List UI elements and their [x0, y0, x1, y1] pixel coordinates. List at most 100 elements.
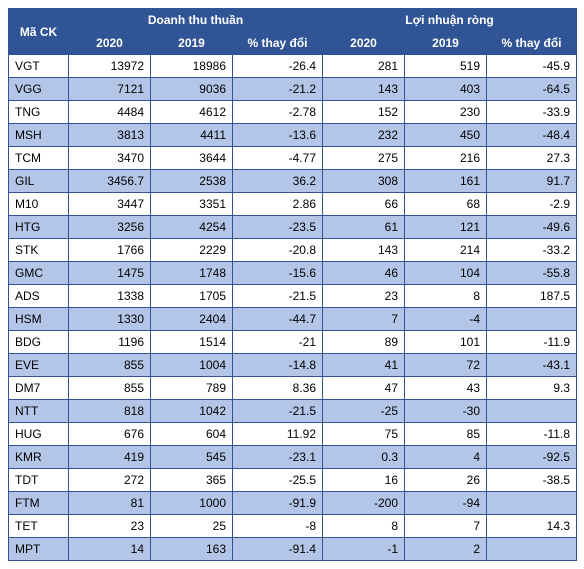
cell-rev-pct: -15.6	[233, 262, 323, 285]
cell-prof-2020: 275	[323, 147, 405, 170]
header-group-profit: Lợi nhuận ròng	[323, 9, 577, 32]
cell-rev-2020: 1766	[69, 239, 151, 262]
cell-ticker: STK	[9, 239, 69, 262]
header-group-revenue: Doanh thu thuần	[69, 9, 323, 32]
cell-ticker: BDG	[9, 331, 69, 354]
cell-prof-2019: 8	[405, 285, 487, 308]
cell-rev-2019: 604	[151, 423, 233, 446]
cell-rev-2019: 1514	[151, 331, 233, 354]
cell-ticker: HTG	[9, 216, 69, 239]
cell-prof-2020: -200	[323, 492, 405, 515]
cell-prof-2020: 7	[323, 308, 405, 331]
cell-rev-2020: 1338	[69, 285, 151, 308]
table-row: VGG71219036-21.2143403-64.5	[9, 78, 577, 101]
cell-rev-pct: -91.4	[233, 538, 323, 561]
cell-rev-2019: 163	[151, 538, 233, 561]
cell-rev-pct: -21	[233, 331, 323, 354]
cell-prof-2020: 46	[323, 262, 405, 285]
cell-prof-2020: 75	[323, 423, 405, 446]
cell-rev-2020: 3447	[69, 193, 151, 216]
header-prof-2019: 2019	[405, 32, 487, 55]
cell-rev-pct: -20.8	[233, 239, 323, 262]
cell-prof-pct: -33.9	[487, 101, 577, 124]
header-ticker: Mã CK	[9, 9, 69, 55]
cell-rev-2020: 1475	[69, 262, 151, 285]
cell-prof-2020: 143	[323, 239, 405, 262]
table-row: DM78557898.3647439.3	[9, 377, 577, 400]
table-row: TCM34703644-4.7727521627.3	[9, 147, 577, 170]
cell-rev-pct: -91.9	[233, 492, 323, 515]
cell-rev-2020: 855	[69, 377, 151, 400]
cell-rev-2020: 3813	[69, 124, 151, 147]
cell-prof-2019: 2	[405, 538, 487, 561]
cell-rev-pct: -44.7	[233, 308, 323, 331]
cell-rev-2020: 7121	[69, 78, 151, 101]
cell-prof-pct: 91.7	[487, 170, 577, 193]
cell-prof-2019: -94	[405, 492, 487, 515]
cell-prof-2019: -30	[405, 400, 487, 423]
cell-rev-2019: 2404	[151, 308, 233, 331]
cell-prof-2020: 61	[323, 216, 405, 239]
cell-rev-2020: 81	[69, 492, 151, 515]
cell-ticker: VGT	[9, 55, 69, 78]
cell-rev-pct: 8.36	[233, 377, 323, 400]
cell-rev-pct: -14.8	[233, 354, 323, 377]
cell-rev-pct: -13.6	[233, 124, 323, 147]
cell-prof-2020: 8	[323, 515, 405, 538]
cell-prof-2020: 23	[323, 285, 405, 308]
cell-ticker: TCM	[9, 147, 69, 170]
cell-rev-2020: 13972	[69, 55, 151, 78]
financial-table: Mã CK Doanh thu thuần Lợi nhuận ròng 202…	[8, 8, 577, 561]
table-row: GIL3456.7253836.230816191.7	[9, 170, 577, 193]
cell-rev-2019: 1004	[151, 354, 233, 377]
table-row: HUG67660411.927585-11.8	[9, 423, 577, 446]
cell-rev-pct: 36.2	[233, 170, 323, 193]
cell-ticker: MSH	[9, 124, 69, 147]
cell-rev-2020: 419	[69, 446, 151, 469]
cell-prof-2020: -1	[323, 538, 405, 561]
cell-prof-2019: 161	[405, 170, 487, 193]
table-row: STK17662229-20.8143214-33.2	[9, 239, 577, 262]
cell-ticker: TET	[9, 515, 69, 538]
header-rev-2019: 2019	[151, 32, 233, 55]
table-row: TDT272365-25.51626-38.5	[9, 469, 577, 492]
cell-ticker: TNG	[9, 101, 69, 124]
cell-prof-pct: -55.8	[487, 262, 577, 285]
cell-ticker: KMR	[9, 446, 69, 469]
cell-rev-2019: 4411	[151, 124, 233, 147]
cell-prof-2020: 308	[323, 170, 405, 193]
cell-prof-2019: 85	[405, 423, 487, 446]
cell-prof-pct: -48.4	[487, 124, 577, 147]
cell-ticker: M10	[9, 193, 69, 216]
cell-prof-2019: 519	[405, 55, 487, 78]
cell-prof-pct: 14.3	[487, 515, 577, 538]
cell-ticker: TDT	[9, 469, 69, 492]
cell-prof-2020: 143	[323, 78, 405, 101]
cell-rev-pct: -21.2	[233, 78, 323, 101]
cell-prof-2020: 89	[323, 331, 405, 354]
cell-prof-2019: -4	[405, 308, 487, 331]
cell-rev-2019: 3644	[151, 147, 233, 170]
cell-rev-pct: -8	[233, 515, 323, 538]
cell-prof-pct: -33.2	[487, 239, 577, 262]
cell-rev-pct: -23.1	[233, 446, 323, 469]
cell-ticker: EVE	[9, 354, 69, 377]
cell-prof-2020: 16	[323, 469, 405, 492]
header-prof-pct: % thay đổi	[487, 32, 577, 55]
cell-prof-2019: 43	[405, 377, 487, 400]
cell-rev-2019: 365	[151, 469, 233, 492]
cell-prof-pct	[487, 400, 577, 423]
cell-rev-2019: 18986	[151, 55, 233, 78]
cell-prof-pct: 9.3	[487, 377, 577, 400]
table-body: VGT1397218986-26.4281519-45.9VGG71219036…	[9, 55, 577, 561]
cell-rev-2020: 855	[69, 354, 151, 377]
table-row: TNG44844612-2.78152230-33.9	[9, 101, 577, 124]
cell-prof-2019: 72	[405, 354, 487, 377]
cell-prof-pct: -11.8	[487, 423, 577, 446]
cell-ticker: MPT	[9, 538, 69, 561]
cell-prof-2019: 216	[405, 147, 487, 170]
cell-rev-2020: 676	[69, 423, 151, 446]
table-row: VGT1397218986-26.4281519-45.9	[9, 55, 577, 78]
cell-prof-2019: 4	[405, 446, 487, 469]
cell-prof-2020: 0.3	[323, 446, 405, 469]
